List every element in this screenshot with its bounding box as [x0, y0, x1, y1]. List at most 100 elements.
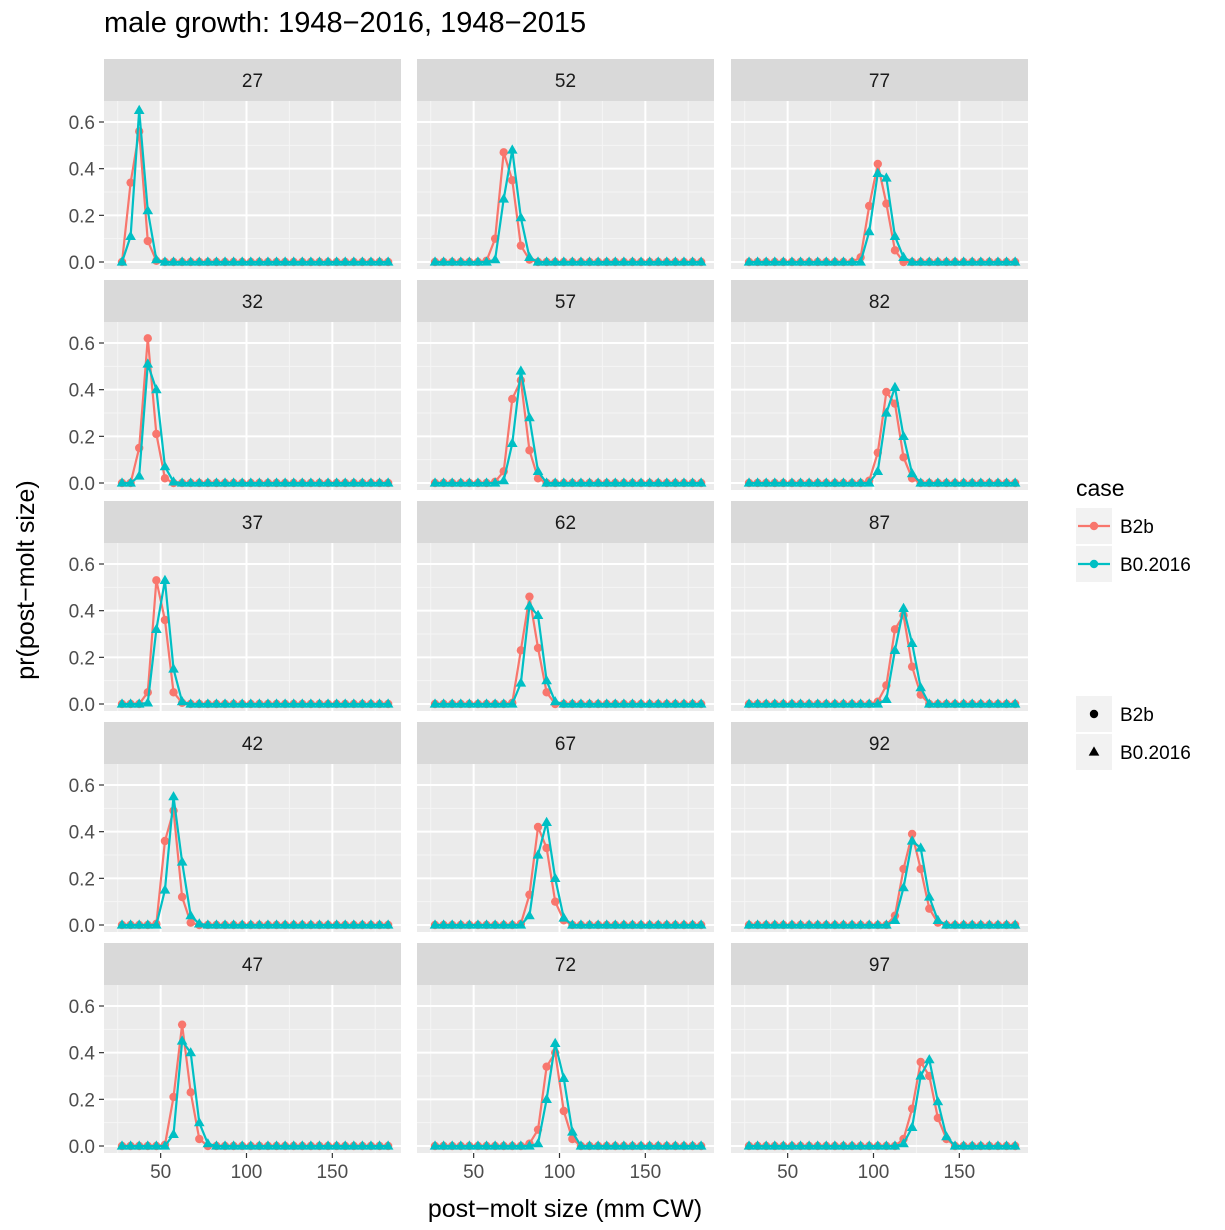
data-point-B0.2016 [898, 430, 909, 440]
data-point-B0.2016 [992, 698, 1004, 708]
data-point-B0.2016 [202, 919, 214, 929]
facet-strip-label: 37 [242, 513, 263, 534]
data-point-B2b [890, 246, 900, 255]
data-point-B0.2016 [575, 477, 587, 487]
facet-strip [731, 501, 1028, 543]
data-point-B0.2016 [168, 791, 179, 801]
data-point-B0.2016 [382, 1140, 394, 1150]
panel-background [417, 985, 714, 1153]
data-point-B0.2016 [769, 698, 781, 708]
data-point-B0.2016 [331, 919, 342, 929]
data-point-B0.2016 [609, 698, 621, 708]
data-point-B0.2016 [211, 256, 222, 266]
data-point-B0.2016 [889, 644, 901, 654]
data-point-B0.2016 [1009, 698, 1021, 708]
data-point-B0.2016 [906, 835, 918, 845]
y-tick-label: 0.2 [69, 1090, 95, 1111]
y-tick-label: 0.4 [69, 381, 96, 402]
data-point-B2b [152, 576, 161, 585]
data-point-B0.2016 [769, 1140, 781, 1150]
y-tick-label: 0.0 [69, 1137, 95, 1158]
data-point-B0.2016 [838, 256, 849, 266]
data-point-B0.2016 [151, 384, 162, 394]
data-point-B0.2016 [228, 256, 239, 266]
data-point-B0.2016 [262, 256, 274, 266]
data-point-B0.2016 [958, 698, 969, 708]
data-point-B2b [195, 1134, 204, 1144]
data-point-B0.2016 [296, 1140, 308, 1150]
data-point-B0.2016 [958, 919, 969, 929]
facet-strip-label: 87 [869, 513, 890, 534]
data-point-B0.2016 [515, 212, 527, 222]
data-point-B0.2016 [168, 663, 179, 673]
panel-background [417, 322, 714, 490]
data-point-B0.2016 [455, 698, 467, 708]
data-point-B0.2016 [159, 256, 171, 266]
data-point-B0.2016 [116, 698, 128, 708]
data-point-B0.2016 [254, 919, 265, 929]
data-point-B0.2016 [743, 256, 755, 266]
data-point-B0.2016 [881, 693, 892, 703]
data-point-B0.2016 [661, 698, 673, 708]
data-point-B0.2016 [125, 230, 136, 240]
data-point-B0.2016 [803, 698, 815, 708]
data-point-B0.2016 [185, 1047, 197, 1057]
data-point-B0.2016 [374, 698, 385, 708]
data-point-B2b [508, 394, 517, 404]
data-point-B0.2016 [159, 884, 171, 894]
data-point-B0.2016 [532, 609, 544, 619]
data-point-B0.2016 [159, 1140, 171, 1150]
data-point-B0.2016 [627, 698, 638, 708]
data-point-B0.2016 [357, 698, 368, 708]
data-point-B0.2016 [635, 919, 647, 929]
y-tick-label: 0.6 [69, 334, 95, 355]
facet-strip-label: 47 [242, 955, 263, 976]
panel-background [731, 764, 1028, 932]
data-point-B0.2016 [339, 1140, 351, 1150]
facet-strip [731, 722, 1028, 764]
facet-strip [417, 501, 714, 543]
data-point-B0.2016 [176, 1035, 188, 1045]
data-point-B0.2016 [829, 919, 841, 929]
data-point-B0.2016 [687, 1140, 698, 1150]
data-point-B0.2016 [159, 574, 171, 584]
data-point-B2b [559, 1106, 568, 1116]
data-point-B0.2016 [966, 477, 978, 487]
data-point-B0.2016 [429, 477, 441, 487]
data-point-B0.2016 [695, 698, 707, 708]
data-point-B0.2016 [296, 698, 308, 708]
data-point-B0.2016 [881, 407, 892, 417]
x-tick-label: 100 [858, 1162, 890, 1183]
data-point-B0.2016 [438, 1140, 449, 1150]
y-axis-title: pr(post−molt size) [12, 480, 40, 679]
data-point-B0.2016 [932, 477, 944, 487]
data-point-B0.2016 [618, 477, 630, 487]
data-point-B0.2016 [906, 1121, 918, 1131]
data-point-B0.2016 [863, 1140, 875, 1150]
data-point-B0.2016 [1001, 698, 1012, 708]
data-point-B0.2016 [795, 1140, 806, 1150]
data-point-B0.2016 [584, 698, 595, 708]
data-point-B0.2016 [288, 477, 300, 487]
data-point-B2b [882, 387, 891, 397]
data-point-B0.2016 [455, 1140, 467, 1150]
data-point-B0.2016 [941, 477, 952, 487]
data-point-B0.2016 [575, 256, 587, 266]
data-point-B0.2016 [489, 1140, 501, 1150]
data-point-B0.2016 [923, 477, 935, 487]
data-point-B0.2016 [863, 919, 875, 929]
data-point-B2b [160, 836, 170, 846]
data-point-B2b [864, 201, 874, 211]
data-point-B0.2016 [923, 1054, 935, 1064]
data-point-B0.2016 [601, 256, 613, 266]
data-point-B0.2016 [915, 842, 927, 852]
facet-panel-72: 72 50 100 150 [417, 943, 714, 1183]
data-point-B0.2016 [803, 256, 815, 266]
facet-panel-32: 32 0.0 0.2 0.4 0.6 [69, 280, 401, 495]
data-point-B0.2016 [185, 910, 197, 920]
data-point-B0.2016 [382, 919, 394, 929]
legend-label-B0.2016: B0.2016 [1120, 555, 1191, 576]
data-point-B0.2016 [322, 477, 334, 487]
data-point-B0.2016 [760, 1140, 772, 1150]
data-point-B0.2016 [881, 172, 892, 182]
